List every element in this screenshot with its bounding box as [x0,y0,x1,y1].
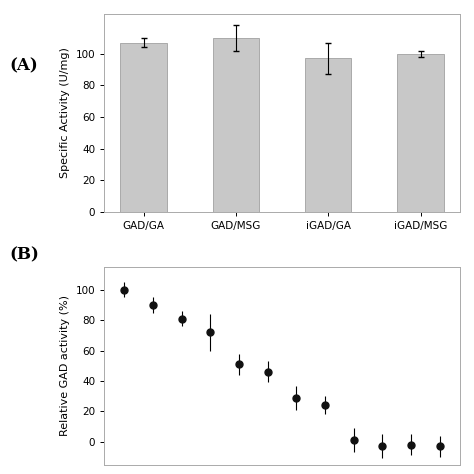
Text: (A): (A) [9,57,38,74]
Y-axis label: Specific Activity (U/mg): Specific Activity (U/mg) [60,47,70,178]
Bar [213,38,259,212]
Text: (B): (B) [9,246,39,264]
Bar [120,43,166,212]
Bar [305,58,351,212]
Y-axis label: Relative GAD activity (%): Relative GAD activity (%) [60,295,70,436]
Bar [398,54,444,212]
